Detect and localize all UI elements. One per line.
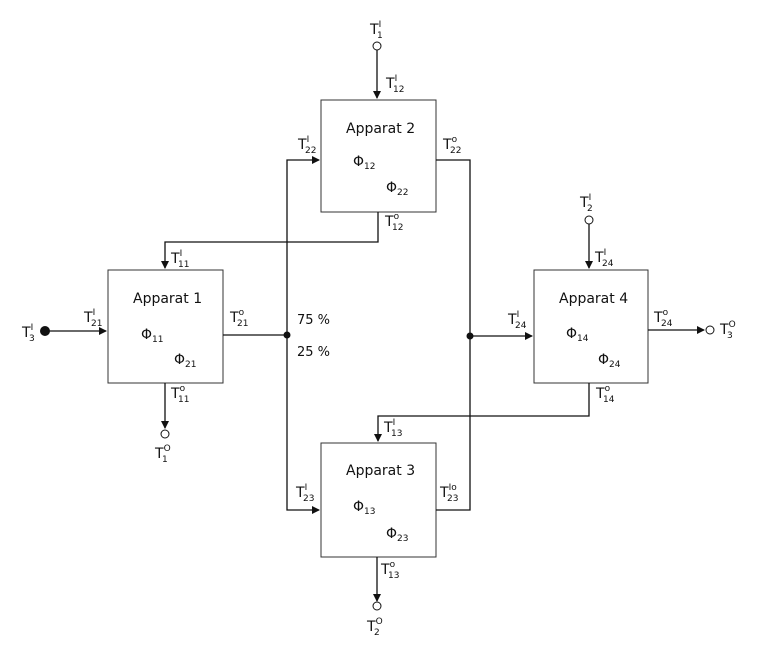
svg-text:To: To — [380, 560, 396, 578]
svg-text:23: 23 — [303, 494, 314, 504]
svg-text:To: To — [653, 308, 669, 326]
svg-text:TI: TI — [507, 310, 519, 328]
svg-text:13: 13 — [388, 571, 399, 581]
svg-text:12: 12 — [392, 223, 403, 233]
svg-text:TO: TO — [366, 617, 383, 635]
svg-text:TI: TI — [385, 74, 397, 92]
svg-text:To: To — [229, 308, 245, 326]
svg-text:22: 22 — [450, 146, 461, 156]
temp-label-t3-out: TO3 — [719, 320, 736, 341]
t1-inlet-node — [372, 41, 382, 51]
merge-node — [466, 332, 474, 340]
apparat-1-title: Apparat 1 — [133, 291, 202, 307]
split-node — [283, 331, 291, 339]
wire-a3-out — [436, 336, 471, 511]
wire-split-to-a3 — [286, 335, 320, 514]
svg-text:3: 3 — [29, 334, 35, 344]
svg-text:3: 3 — [727, 331, 733, 341]
svg-text:To: To — [442, 135, 458, 153]
t3-outlet-node — [705, 325, 715, 335]
svg-text:2: 2 — [374, 628, 380, 638]
apparat-3-box — [320, 442, 437, 558]
svg-text:11: 11 — [178, 395, 189, 405]
svg-text:TI: TI — [295, 483, 307, 501]
svg-text:14: 14 — [603, 395, 615, 405]
svg-text:23: 23 — [447, 494, 458, 504]
phi-12-label: Φ12 — [353, 154, 375, 172]
svg-text:TI: TI — [369, 20, 381, 38]
temp-label-t2-out: TO2 — [366, 617, 383, 638]
phi-13-label: Φ13 — [353, 499, 375, 517]
svg-text:To: To — [170, 384, 186, 402]
svg-text:TI: TI — [297, 135, 309, 153]
svg-text:To: To — [595, 384, 611, 402]
wire-a2-to-a1 — [161, 212, 379, 269]
apparat-2-box — [320, 99, 437, 213]
svg-text:TIo: TIo — [439, 483, 457, 501]
svg-text:TI: TI — [579, 193, 591, 211]
split-lower-percent: 25 % — [297, 345, 330, 360]
svg-text:11: 11 — [178, 260, 189, 270]
svg-text:2: 2 — [587, 204, 593, 214]
svg-text:To: To — [384, 212, 400, 230]
apparat-1-box — [107, 269, 224, 384]
svg-text:TI: TI — [83, 308, 95, 326]
svg-text:1: 1 — [377, 31, 383, 41]
t1-outlet-node — [160, 429, 170, 439]
split-upper-percent: 75 % — [297, 313, 330, 328]
temp-label-t2-in: TI2 — [579, 193, 593, 214]
svg-text:1: 1 — [162, 455, 168, 465]
svg-text:TO: TO — [719, 320, 736, 338]
phi-21-label: Φ21 — [174, 352, 196, 370]
svg-text:12: 12 — [393, 85, 404, 95]
apparat-3-title: Apparat 3 — [346, 463, 415, 479]
svg-text:TI: TI — [383, 418, 395, 436]
svg-text:TI: TI — [594, 248, 606, 266]
svg-text:TO: TO — [154, 444, 171, 462]
temp-label-t1-out: TO1 — [154, 444, 171, 465]
phi-11-label: Φ11 — [141, 327, 163, 345]
svg-text:TI: TI — [21, 323, 33, 341]
svg-text:24: 24 — [602, 259, 614, 269]
wire-a4-to-a3 — [374, 383, 590, 442]
temp-label-t1-in: TI1 — [369, 20, 383, 41]
wire-split-to-a2 — [286, 156, 320, 335]
phi-14-label: Φ14 — [566, 326, 589, 344]
svg-text:24: 24 — [515, 321, 527, 331]
svg-text:21: 21 — [237, 319, 248, 329]
svg-text:24: 24 — [661, 319, 673, 329]
svg-text:21: 21 — [91, 319, 102, 329]
svg-text:13: 13 — [391, 429, 402, 439]
t2-outlet-node — [372, 601, 382, 611]
phi-23-label: Φ23 — [386, 526, 408, 544]
phi-24-label: Φ24 — [598, 352, 621, 370]
apparat-2-title: Apparat 2 — [346, 121, 415, 137]
phi-22-label: Φ22 — [386, 180, 408, 198]
svg-text:22: 22 — [305, 146, 316, 156]
temp-label-t3-in: TI3 — [21, 323, 35, 344]
apparat-4-box — [533, 269, 649, 384]
wire-a2-out — [436, 159, 471, 336]
t2-inlet-node — [584, 215, 594, 225]
apparat-4-title: Apparat 4 — [559, 291, 628, 307]
t3-inlet-node — [40, 326, 50, 336]
svg-text:TI: TI — [170, 249, 182, 267]
